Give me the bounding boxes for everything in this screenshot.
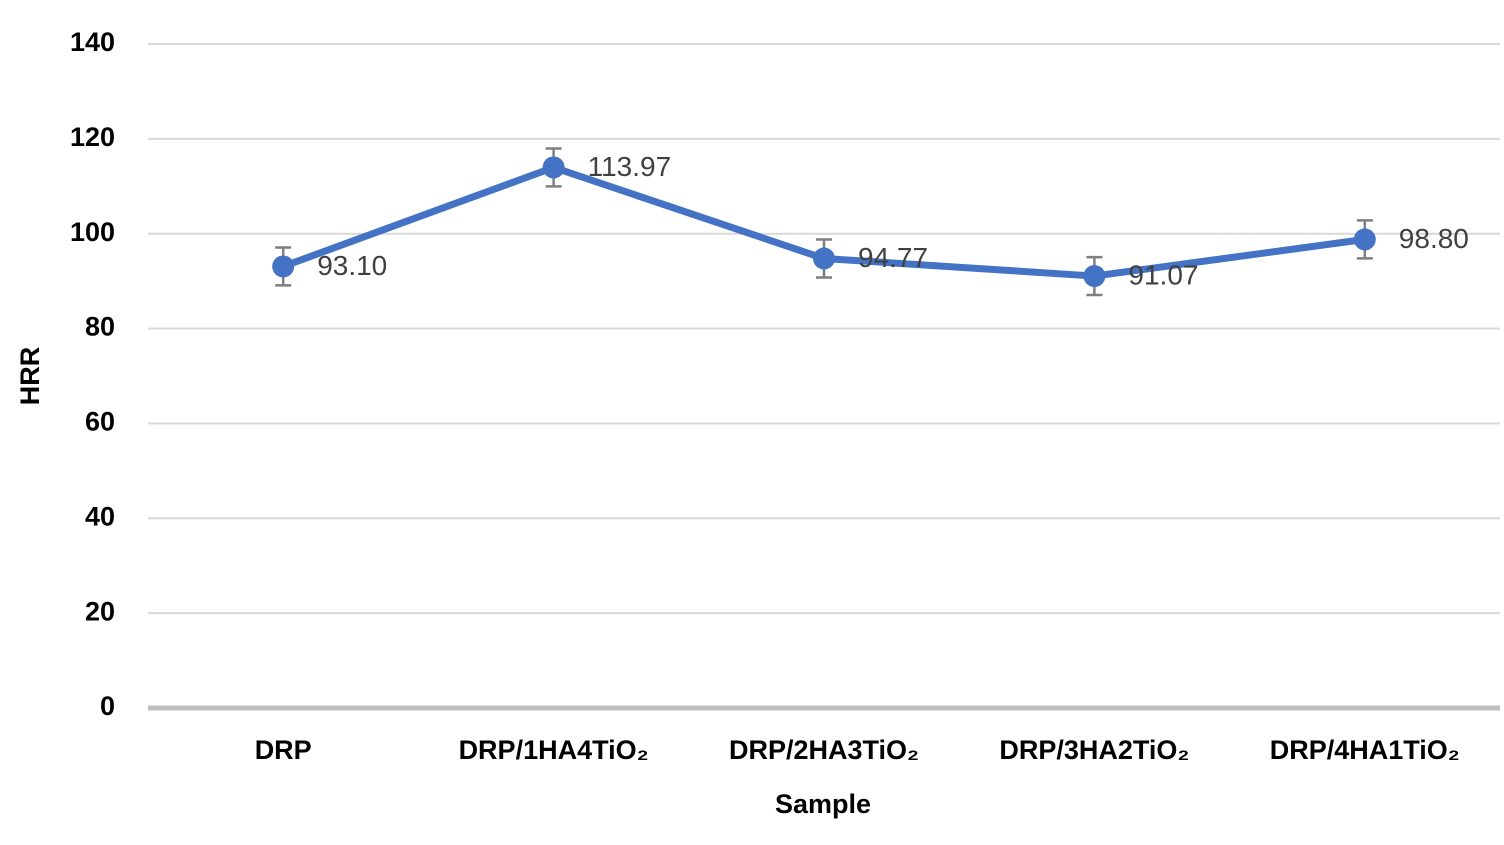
marker	[542, 156, 565, 179]
x-tick-label: DRP/1HA4TiO₂	[459, 735, 649, 765]
y-tick-label: 120	[70, 122, 115, 152]
y-tick-label: 80	[85, 312, 115, 342]
marker	[1353, 228, 1376, 251]
marker	[272, 255, 295, 278]
data-label: 91.07	[1128, 259, 1198, 290]
y-axis-title: HRR	[15, 347, 45, 406]
y-tick-label: 0	[100, 691, 115, 721]
x-axis-title: Sample	[775, 789, 871, 819]
x-tick-label: DRP	[255, 735, 312, 765]
data-label: 94.77	[858, 242, 928, 273]
x-tick-label: DRP/4HA1TiO₂	[1270, 735, 1460, 765]
marker	[813, 247, 835, 270]
y-tick-label: 60	[85, 407, 115, 437]
y-tick-label: 140	[70, 27, 115, 57]
y-tick-label: 20	[85, 596, 115, 626]
marker	[1083, 265, 1106, 288]
data-label: 93.10	[317, 250, 387, 281]
data-label: 98.80	[1399, 223, 1469, 254]
y-tick-label: 100	[70, 217, 115, 247]
y-tick-label: 40	[85, 501, 115, 531]
x-tick-label: DRP/2HA3TiO₂	[729, 735, 919, 765]
data-label: 113.97	[588, 151, 672, 182]
x-tick-label: DRP/3HA2TiO₂	[999, 735, 1189, 765]
